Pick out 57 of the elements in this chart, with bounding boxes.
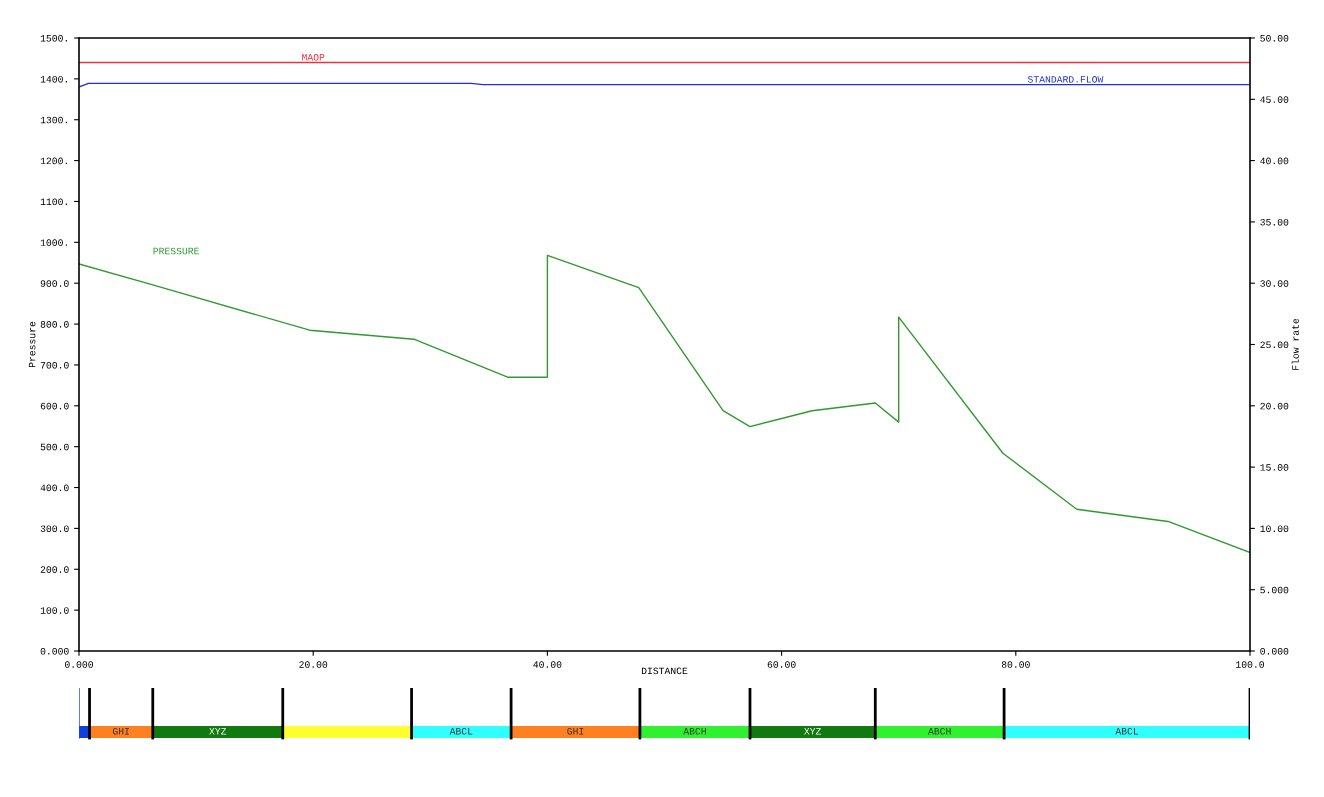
x-tick-label: 100.0 <box>1236 661 1264 668</box>
series-label: XYZ <box>209 728 227 735</box>
x-tick-label: 20.00 <box>299 661 328 668</box>
y-tick-label: 400.0 <box>40 484 69 492</box>
y2-tick-label: 50.00 <box>1260 35 1289 42</box>
series-label: XYZ <box>804 728 822 735</box>
text: PRESSURE <box>153 247 199 255</box>
y-tick-label: 0.000 <box>40 648 69 655</box>
y-tick-label: 1200. <box>40 157 67 165</box>
y2-tick-label: 10.00 <box>1260 525 1289 533</box>
series-label: ABCL <box>449 728 473 735</box>
y-tick-label: 500.0 <box>40 443 69 451</box>
x-tick-label: 60.00 <box>767 661 796 668</box>
y2-tick-label: 40.00 <box>1260 157 1289 165</box>
ref-line-label: MAOP <box>302 54 325 61</box>
series-label: ABCH <box>683 728 706 735</box>
x-tick-label: 0.000 <box>65 661 93 668</box>
y2-tick-label: 25.00 <box>1260 341 1289 349</box>
y-tick-label: 700.0 <box>40 361 69 369</box>
y-tick-label: 1500. <box>40 35 67 42</box>
series-label: ABCL <box>1115 728 1139 735</box>
y2-tick-label: 45.00 <box>1260 96 1289 103</box>
bar <box>875 726 1005 738</box>
y-axis-title: Pressure <box>28 321 36 368</box>
bar <box>152 726 283 738</box>
series-label: STANDARD.FLOW <box>1027 76 1104 83</box>
bar <box>282 726 412 738</box>
x-axis-title: DISTANCE <box>641 667 688 675</box>
y2-tick-label: 0.000 <box>1260 648 1289 655</box>
bar <box>639 726 750 738</box>
series-label: GHI <box>112 728 129 735</box>
bar <box>1004 726 1250 738</box>
y-tick-label: 300.0 <box>40 525 69 533</box>
y-tick-label: 1400. <box>40 75 67 83</box>
y-tick-label: 1300. <box>40 116 67 124</box>
y-tick-label: 100.0 <box>40 607 69 614</box>
y2-tick-label: 5.000 <box>1260 586 1289 594</box>
y-tick-label: 1000. <box>40 239 67 246</box>
y2-tick-label: 15.00 <box>1260 464 1289 471</box>
bar <box>749 726 876 738</box>
y2-axis-title: Flow rate <box>1291 318 1299 370</box>
bar <box>511 726 640 738</box>
y-tick-label: 800.0 <box>40 321 69 328</box>
series-label: GHI <box>567 728 584 735</box>
y-tick-label: 900.0 <box>40 280 69 287</box>
y-tick-label: 200.0 <box>40 566 69 573</box>
y2-tick-label: 30.00 <box>1260 280 1289 287</box>
series-label: ABCH <box>928 728 951 735</box>
y2-tick-label: 35.00 <box>1260 218 1289 226</box>
x-tick-label: 40.00 <box>533 661 562 668</box>
bar <box>89 726 153 738</box>
y-tick-label: 1100. <box>40 198 67 206</box>
x-tick-label: 80.00 <box>1001 661 1030 668</box>
line-series <box>79 254 1250 554</box>
y-tick-label: 600.0 <box>40 402 69 410</box>
y2-tick-label: 20.00 <box>1260 402 1289 410</box>
bar <box>411 726 512 738</box>
